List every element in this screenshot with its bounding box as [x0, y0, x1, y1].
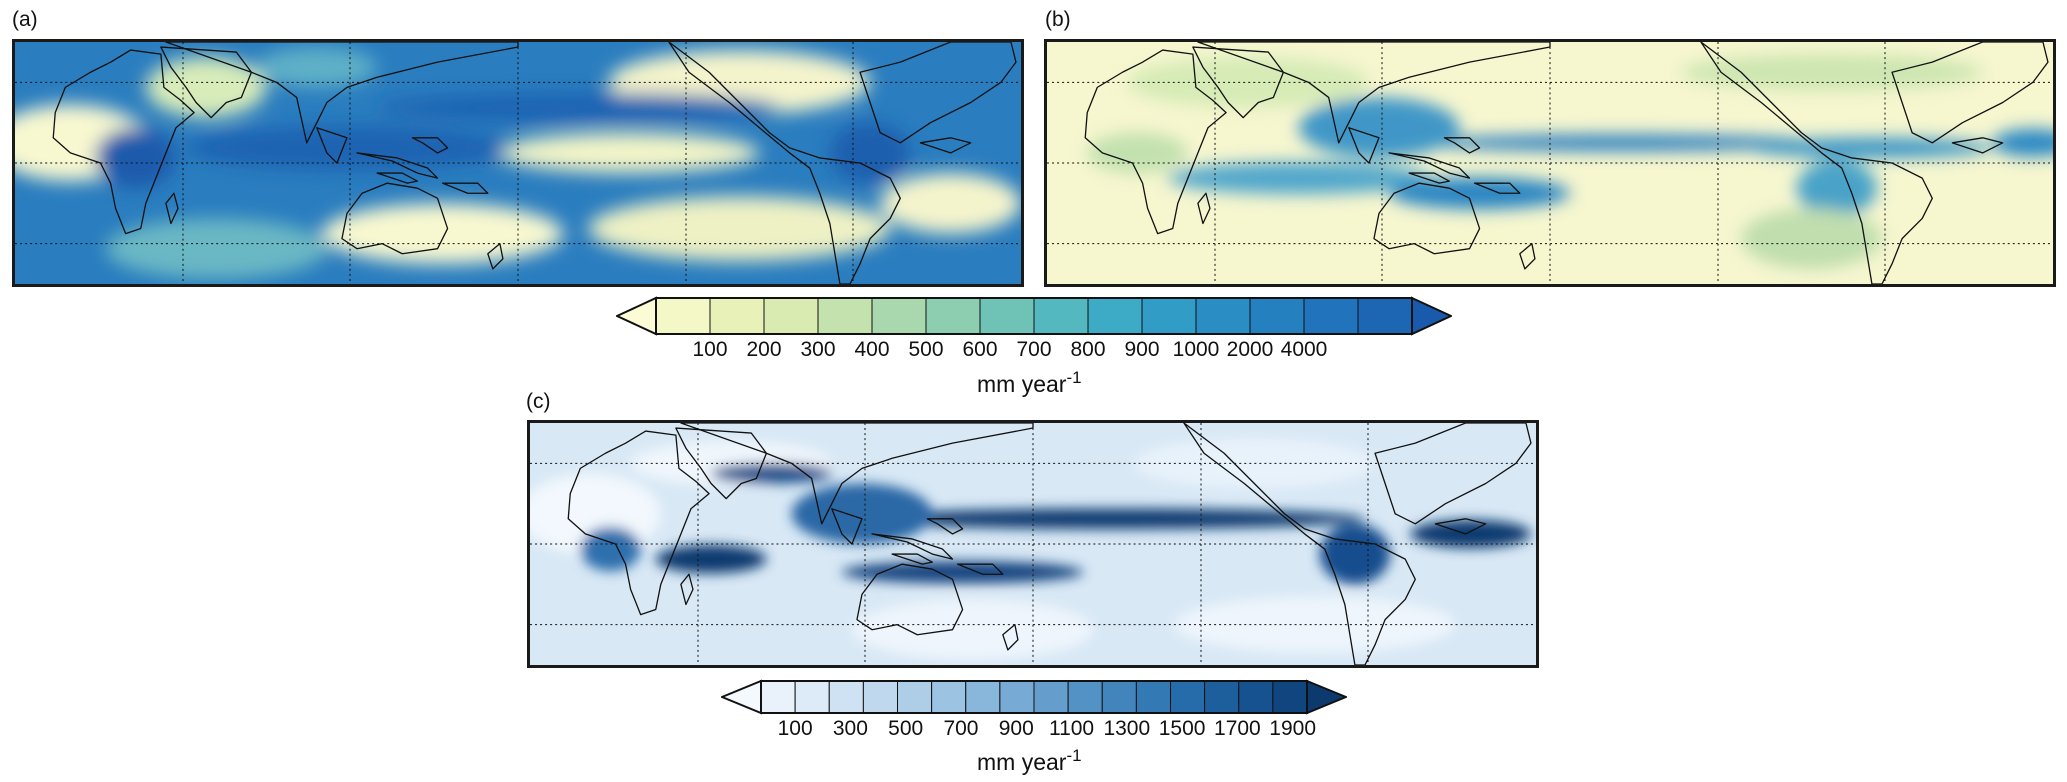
colorbar-segment: [709, 297, 765, 335]
colorbar-segment: [1087, 297, 1143, 335]
colorbar-tick-label: 1000: [1172, 338, 1220, 361]
colorbar-top-graphic: [616, 296, 1452, 336]
colorbar-bottom-unit-exponent: -1: [1066, 746, 1082, 765]
colorbar-segment: [1249, 297, 1305, 335]
colorbar-tick-label: 2000: [1226, 338, 1274, 361]
colorbar-segment: [999, 680, 1035, 714]
map-b-graticule: [1047, 42, 2053, 284]
precipitation-map-a: [12, 39, 1024, 287]
colorbar-tick-label: 300: [800, 338, 836, 361]
colorbar-extend-low: [616, 296, 657, 336]
map-c-graphic: [530, 423, 1536, 665]
colorbar-tick-label: 4000: [1280, 338, 1328, 361]
colorbar-bottom-unit: mm year-1: [977, 746, 1082, 776]
colorbar-tick-label: 1700: [1214, 717, 1261, 740]
colorbar-segment: [871, 297, 927, 335]
colorbar-segment: [965, 680, 1001, 714]
colorbar-top-unit-text: mm year: [977, 371, 1067, 397]
panel-label-c: (c): [526, 390, 551, 413]
map-c-graticule: [530, 423, 1536, 665]
colorbar-top-unit: mm year-1: [977, 368, 1082, 398]
colorbar-segment: [931, 680, 967, 714]
colorbar-segment: [1033, 680, 1069, 714]
colorbar-tick-label: 900: [998, 717, 1034, 740]
colorbar-segment: [1303, 297, 1359, 335]
colorbar-tick-label: 100: [777, 717, 813, 740]
colorbar-frame: [760, 680, 1308, 714]
map-a-coastlines: [52, 42, 1017, 284]
colorbar-segment: [925, 297, 981, 335]
colorbar-segment: [1033, 297, 1089, 335]
colorbar-segment: [1204, 680, 1240, 714]
colorbar-segment: [1135, 680, 1171, 714]
panel-label-a: (a): [12, 8, 38, 31]
colorbar-tick-label: 700: [1016, 338, 1052, 361]
colorbar-segment: [1101, 680, 1137, 714]
colorbar-segment: [760, 680, 796, 714]
colorbar-extend-high: [1306, 679, 1347, 715]
colorbar-bottom: [721, 679, 1347, 715]
colorbar-tick-label: 1500: [1158, 717, 1206, 740]
map-b-coastlines: [1084, 42, 2049, 284]
colorbar-frame: [655, 297, 1413, 335]
colorbar-segment: [763, 297, 819, 335]
colorbar-tick-label: 600: [962, 338, 998, 361]
colorbar-segment: [979, 297, 1035, 335]
colorbar-tick-label: 200: [746, 338, 782, 361]
map-a-graticule: [15, 42, 1021, 284]
colorbar-tick-label: 1100: [1048, 717, 1095, 740]
colorbar-tick-label: 1900: [1269, 717, 1317, 740]
colorbar-segment: [1067, 680, 1103, 714]
colorbar-bottom-unit-text: mm year: [977, 749, 1067, 775]
colorbar-tick-label: 800: [1070, 338, 1106, 361]
colorbar-segment: [1141, 297, 1197, 335]
colorbar-segment: [1170, 680, 1206, 714]
colorbar-tick-label: 400: [854, 338, 890, 361]
colorbar-tick-label: 300: [832, 717, 868, 740]
colorbar-top: [616, 296, 1452, 336]
colorbar-segment: [1238, 680, 1274, 714]
precipitation-map-b: [1044, 39, 2056, 287]
colorbar-segment: [862, 680, 898, 714]
colorbar-segment: [1195, 297, 1251, 335]
colorbar-tick-label: 500: [908, 338, 944, 361]
colorbar-segment: [1272, 680, 1308, 714]
colorbar-segment: [1357, 297, 1413, 335]
colorbar-tick-label: 500: [888, 717, 924, 740]
colorbar-segment: [897, 680, 933, 714]
map-c-coastlines: [567, 423, 1532, 665]
colorbar-segment: [828, 680, 864, 714]
colorbar-bottom-graphic: [721, 679, 1347, 715]
colorbar-segment: [817, 297, 873, 335]
colorbar-top-unit-exponent: -1: [1066, 368, 1082, 387]
map-a-graphic: [15, 42, 1021, 284]
colorbar-segment: [794, 680, 830, 714]
panel-label-b: (b): [1045, 8, 1071, 31]
colorbar-tick-label: 700: [943, 717, 979, 740]
colorbar-segment: [655, 297, 711, 335]
colorbar-tick-label: 1300: [1103, 717, 1151, 740]
colorbar-extend-high: [1411, 296, 1452, 336]
precipitation-map-c: [527, 420, 1539, 668]
colorbar-extend-low: [721, 679, 762, 715]
colorbar-tick-label: 100: [692, 338, 728, 361]
colorbar-tick-label: 900: [1124, 338, 1160, 361]
map-b-graphic: [1047, 42, 2053, 284]
